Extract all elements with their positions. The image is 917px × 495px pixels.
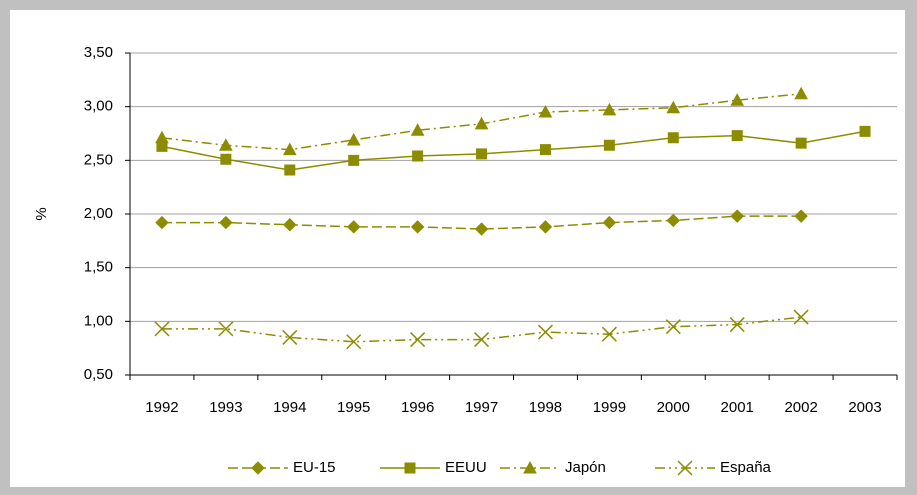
point-marker	[155, 215, 169, 230]
x-tick-label: 1998	[529, 399, 562, 416]
point-marker	[410, 332, 426, 348]
x-tick-label: 1997	[465, 399, 498, 416]
legend-label: Japón	[565, 459, 606, 476]
point-marker	[601, 326, 617, 342]
point-marker	[795, 137, 807, 149]
point-marker	[155, 130, 169, 144]
point-marker	[603, 139, 615, 151]
point-marker	[347, 220, 361, 234]
point-marker	[859, 125, 871, 137]
legend-label: EEUU	[445, 459, 487, 476]
x-tick-label: 2002	[784, 399, 817, 416]
point-marker	[474, 116, 489, 130]
point-marker	[346, 334, 362, 350]
point-marker	[666, 100, 681, 114]
point-marker	[665, 319, 681, 335]
point-marker	[282, 329, 298, 345]
series-line	[161, 130, 866, 171]
point-marker	[476, 148, 488, 160]
point-marker	[538, 104, 553, 118]
point-marker	[284, 164, 296, 176]
y-tick-label: 3,50	[84, 44, 113, 61]
y-tick-label: 3,00	[84, 98, 113, 115]
x-tick-label: 1995	[337, 399, 370, 416]
point-marker	[474, 332, 490, 348]
point-marker	[667, 132, 679, 144]
point-marker	[730, 209, 744, 223]
series-line	[161, 215, 802, 230]
point-marker	[729, 317, 745, 333]
y-tick-label: 0,50	[84, 366, 113, 383]
point-marker	[730, 93, 745, 106]
chart-panel	[10, 10, 905, 487]
point-marker	[412, 150, 424, 162]
y-tick-label: 2,00	[84, 205, 113, 222]
point-marker	[602, 215, 617, 230]
point-marker	[794, 209, 808, 223]
x-tick-label: 1999	[593, 399, 626, 416]
point-marker	[538, 220, 553, 234]
y-tick-label: 2,50	[84, 151, 113, 168]
point-marker	[537, 324, 553, 340]
point-marker	[154, 321, 170, 337]
legend-label: EU-15	[293, 459, 336, 476]
x-tick-label: 1994	[273, 399, 306, 416]
point-marker	[283, 218, 297, 232]
point-marker	[219, 215, 233, 230]
point-marker	[666, 213, 680, 228]
legend-marker	[677, 460, 693, 476]
legend-marker	[251, 461, 265, 475]
point-marker	[282, 142, 297, 156]
point-marker	[410, 220, 425, 234]
legend-marker	[523, 460, 537, 474]
x-tick-label: 1992	[145, 399, 178, 416]
legend-label: España	[720, 459, 772, 476]
y-axis-label: %	[33, 207, 50, 220]
point-marker	[731, 130, 743, 142]
point-marker	[219, 138, 233, 151]
y-tick-label: 1,50	[84, 259, 113, 276]
y-tick-label: 1,00	[84, 312, 113, 329]
point-marker	[794, 86, 808, 100]
point-marker	[539, 144, 551, 156]
x-tick-label: 1996	[401, 399, 434, 416]
point-marker	[218, 321, 234, 337]
point-marker	[348, 154, 360, 166]
legend-marker	[404, 462, 416, 474]
point-marker	[220, 153, 232, 165]
x-tick-label: 1993	[209, 399, 242, 416]
x-tick-label: 2000	[657, 399, 690, 416]
x-tick-label: 2001	[721, 399, 754, 416]
x-tick-label: 2003	[848, 399, 881, 416]
point-marker	[793, 309, 809, 325]
point-marker	[346, 132, 361, 146]
point-marker	[410, 123, 425, 136]
point-marker	[474, 222, 489, 236]
point-marker	[602, 102, 617, 116]
